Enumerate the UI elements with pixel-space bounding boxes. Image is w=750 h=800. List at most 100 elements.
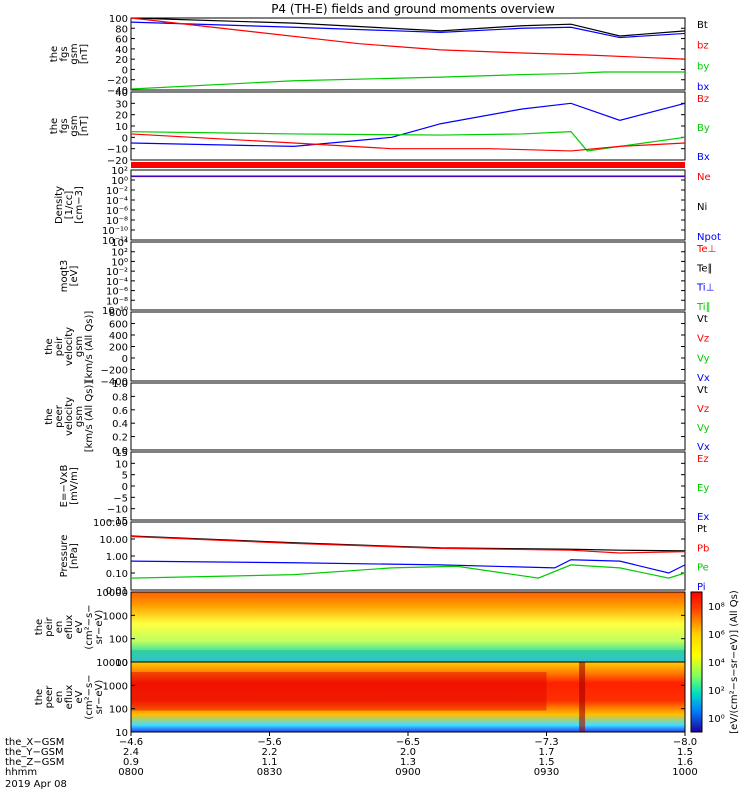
legend-Ti∥: Ti∥ xyxy=(696,302,711,313)
y-axis-label: sr−eV) xyxy=(94,610,105,645)
y-tick-label: 10⁻⁶ xyxy=(106,206,128,217)
y-axis-label: Density xyxy=(54,186,65,224)
y-axis-label: the xyxy=(34,619,45,635)
y-axis-label: [mV/m] xyxy=(69,467,80,505)
y-axis-label: peer xyxy=(54,404,65,428)
legend-Te⊥: Te⊥ xyxy=(696,244,716,255)
y-axis-label: gsm xyxy=(74,406,85,427)
y-tick-label: 0.8 xyxy=(112,392,128,403)
legend-Ni: Ni xyxy=(697,202,707,213)
x-tick-label: 1000 xyxy=(672,767,697,778)
legend-Pt: Pt xyxy=(697,524,707,535)
y-tick-label: 0.2 xyxy=(112,433,128,444)
legend-Ne: Ne xyxy=(697,172,711,183)
y-tick-label: 10⁻⁴ xyxy=(106,277,128,288)
colorbar-label: [eV/(cm²−s−sr−eV)] (All Qs) xyxy=(729,590,740,734)
y-axis-label: [eV] xyxy=(69,266,80,287)
y-tick-label: 10⁻¹⁰ xyxy=(102,306,128,317)
panel-10: 10000 1000 100 10 the peer en eflux eV (cm²−s− sr−… xyxy=(34,658,686,739)
series-Pt xyxy=(130,535,686,552)
legend-by: by xyxy=(697,61,709,72)
y-axis-label: gsm xyxy=(69,43,80,64)
y-tick-label: 10⁰ xyxy=(111,176,128,187)
legend-Vy: Vy xyxy=(697,353,710,364)
series-Bx xyxy=(130,102,686,148)
y-tick-label: 0.01 xyxy=(106,586,128,597)
y-tick-label: 0.10 xyxy=(106,569,128,580)
y-axis-label: eV xyxy=(74,620,85,633)
y-axis-label: the xyxy=(44,338,55,354)
y-tick-label: 1.0 xyxy=(112,379,128,390)
y-axis-label: eflux xyxy=(64,685,75,710)
y-tick-label: 1000 xyxy=(103,681,128,692)
y-tick-label: 80 xyxy=(115,24,128,35)
x-tick-label: 0800 xyxy=(118,767,143,778)
y-tick-label: 200 xyxy=(109,343,128,354)
y-tick-label: 0 xyxy=(122,65,128,76)
series-bz xyxy=(130,17,686,60)
panel-6: 1.0 0.8 0.6 0.4 0.2 0.0 the peer velocity gsm [km/… xyxy=(44,379,710,457)
y-tick-label: 0 xyxy=(122,133,128,144)
y-tick-label: −10 xyxy=(107,505,128,516)
y-axis-label: (cm²−s− xyxy=(84,674,95,719)
y-axis-label: the xyxy=(44,408,55,424)
series-By xyxy=(130,131,686,152)
series-by xyxy=(130,71,685,90)
y-tick-label: −200 xyxy=(101,366,128,377)
y-axis-label: en xyxy=(54,621,65,634)
y-tick-label: 30 xyxy=(115,99,128,110)
y-axis-label: the xyxy=(49,118,60,134)
panel-frame xyxy=(130,241,686,311)
x-tick-label: −6.5 xyxy=(396,737,420,748)
y-tick-label: 10⁻² xyxy=(106,186,128,197)
y-tick-label: −400 xyxy=(101,377,128,388)
y-tick-label: 10 xyxy=(115,122,128,133)
y-tick-label: 0 xyxy=(122,354,128,365)
x-row-label: the_Z−GSM xyxy=(5,757,64,768)
y-tick-label: 800 xyxy=(109,308,128,319)
panel-frame xyxy=(130,451,686,521)
y-tick-label: −20 xyxy=(107,76,128,87)
x-tick-label: 1.6 xyxy=(677,757,693,768)
y-tick-label: 10000 xyxy=(96,658,128,669)
legend-Npot: Npot xyxy=(697,232,721,243)
y-tick-label: 5 xyxy=(122,471,128,482)
y-axis-label: en xyxy=(54,691,65,704)
x-axis: −4.62.40.90800−5.62.21.10830−6.52.01.309… xyxy=(5,732,698,790)
y-tick-label: 40 xyxy=(115,45,128,56)
y-axis-label: fgs xyxy=(59,46,70,61)
colorbar-tick: 10⁶ xyxy=(708,630,725,641)
legend-Vx: Vx xyxy=(697,442,710,453)
y-tick-label: 10⁻⁶ xyxy=(106,287,128,298)
panel-frame xyxy=(130,311,686,382)
y-tick-label: 100.00 xyxy=(93,518,128,529)
colorbar: 10⁸ 10⁶ 10⁴ 10² 10⁰ [eV/(cm²−s−sr−eV)] (All Q… xyxy=(690,590,740,734)
legend-Vt: Vt xyxy=(697,314,708,325)
series-Bz xyxy=(130,133,686,152)
series-Pi xyxy=(130,559,686,574)
legend-Vy: Vy xyxy=(697,423,710,434)
x-tick-label: −7.3 xyxy=(534,737,558,748)
x-tick-label: 2.2 xyxy=(262,747,278,758)
panel-frame xyxy=(130,17,686,91)
y-tick-label: 10⁻⁴ xyxy=(106,196,128,207)
y-tick-label: 10.00 xyxy=(99,535,128,546)
legend-bz: bz xyxy=(697,41,709,52)
y-tick-label: 0.4 xyxy=(112,419,128,430)
y-axis-label: moqt3 xyxy=(59,260,70,293)
y-axis-label: [km/s (All Qs)] xyxy=(84,311,95,383)
y-tick-label: 10⁻¹² xyxy=(102,236,128,247)
y-tick-label: 10 xyxy=(115,658,128,669)
x-tick-label: −4.6 xyxy=(119,737,143,748)
y-tick-label: 10000 xyxy=(96,588,128,599)
x-tick-label: 1.1 xyxy=(262,757,278,768)
x-tick-label: 1.7 xyxy=(539,747,555,758)
y-axis-label: peir xyxy=(54,336,65,356)
y-tick-label: 100 xyxy=(109,14,128,25)
y-axis-label: Pressure xyxy=(59,535,70,578)
y-axis-label: the xyxy=(34,689,45,705)
colorbar-tick: 10⁰ xyxy=(708,714,725,725)
y-tick-label: −10 xyxy=(107,145,128,156)
colorbar-scale xyxy=(690,591,703,733)
